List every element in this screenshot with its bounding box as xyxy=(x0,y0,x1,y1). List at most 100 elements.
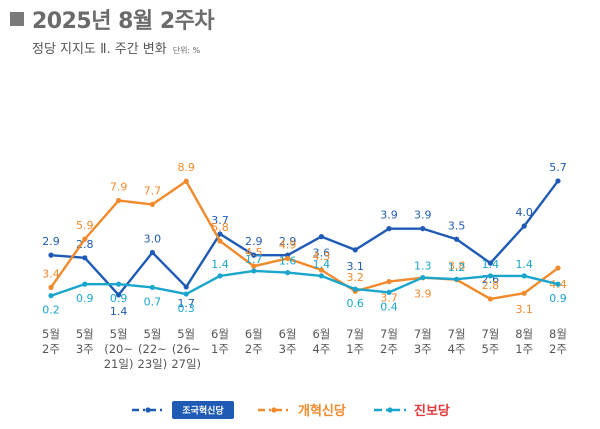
data-point xyxy=(318,234,324,240)
data-label: 3.4 xyxy=(42,267,60,280)
data-point xyxy=(487,260,493,266)
data-label: 2.8 xyxy=(76,238,94,251)
data-label: 3.5 xyxy=(448,219,466,232)
data-label: 1.3 xyxy=(414,260,432,273)
x-tick-label: 7월 5주 xyxy=(481,327,499,356)
data-point xyxy=(116,197,122,204)
data-label: 4.9 xyxy=(279,238,297,251)
data-point xyxy=(82,255,88,261)
data-point xyxy=(149,284,155,291)
data-point xyxy=(555,265,561,271)
series-line-2 xyxy=(50,180,559,301)
x-tick-label: 8월 2주 xyxy=(549,327,567,356)
data-label: 0.3 xyxy=(177,302,195,315)
data-label: 3.8 xyxy=(448,260,466,273)
data-label: 0.9 xyxy=(76,292,94,305)
data-label: 4.0 xyxy=(515,206,533,219)
data-label: 3.6 xyxy=(313,247,331,260)
data-point xyxy=(386,278,392,285)
data-point xyxy=(48,293,54,299)
x-tick-label: 8월 1주 xyxy=(515,327,533,356)
page-title: 2025년 8월 2주차 xyxy=(32,9,215,34)
data-point xyxy=(386,226,392,232)
data-point xyxy=(82,236,88,242)
legend-label: 조국혁신당 xyxy=(182,405,224,417)
data-point xyxy=(183,178,189,184)
page-header: 2025년 8월 2주차 xyxy=(10,4,215,34)
legend-badge xyxy=(172,401,234,419)
data-point xyxy=(251,252,257,258)
data-point xyxy=(521,290,527,296)
data-label: 7.7 xyxy=(144,184,162,197)
data-label: 0.7 xyxy=(144,295,162,308)
unit-text: 단위: % xyxy=(172,46,201,55)
data-point xyxy=(454,276,460,282)
data-point xyxy=(149,201,155,207)
data-point xyxy=(352,286,358,292)
data-point xyxy=(318,273,324,279)
data-label: 3.0 xyxy=(144,233,162,246)
data-label: 3.9 xyxy=(414,209,432,222)
data-point xyxy=(48,252,54,258)
data-label: 4.5 xyxy=(245,246,263,259)
x-tick-label: 7월 2주 xyxy=(380,327,398,356)
data-label: 3.2 xyxy=(346,271,364,284)
legend-marker xyxy=(387,407,393,413)
data-point xyxy=(251,268,257,274)
data-label: 2.8 xyxy=(482,279,500,292)
data-label: 1.4 xyxy=(313,258,331,271)
subtitle-text: 정당 지지도 Ⅱ. 주간 변화 xyxy=(32,42,167,57)
data-point xyxy=(352,247,358,253)
data-point xyxy=(555,281,561,287)
data-label: 3.9 xyxy=(380,209,398,222)
x-tick-label: 6월 4주 xyxy=(312,327,330,356)
data-point xyxy=(285,255,291,262)
data-label: 0.6 xyxy=(346,297,364,310)
data-label: 2.9 xyxy=(245,235,263,248)
data-point xyxy=(521,273,527,279)
data-label: 2.9 xyxy=(279,235,297,248)
chart-subtitle: 정당 지지도 Ⅱ. 주간 변화 단위: % xyxy=(32,38,200,57)
data-point xyxy=(149,249,155,256)
x-tick-label: 5월 2주 xyxy=(42,327,60,356)
x-tick-label: 5월 (20~ 21일) xyxy=(104,327,134,371)
x-tick-label: 6월 3주 xyxy=(279,327,297,356)
legend-marker xyxy=(271,407,277,413)
data-point xyxy=(183,291,189,297)
data-point xyxy=(285,270,291,276)
data-point xyxy=(420,226,426,232)
legend-marker xyxy=(145,407,151,413)
data-label: 4.3 xyxy=(313,250,331,263)
data-label: 1.4 xyxy=(211,258,229,271)
data-label: 2.9 xyxy=(42,235,60,248)
data-label: 7.9 xyxy=(110,181,128,194)
x-tick-label: 5월 (22~ 23일) xyxy=(138,327,168,371)
data-label: 3.1 xyxy=(346,260,364,273)
data-point xyxy=(420,274,426,281)
data-label: 1.4 xyxy=(110,305,128,318)
data-label: 3.7 xyxy=(380,292,398,305)
data-label: 1.6 xyxy=(279,255,297,268)
data-point xyxy=(217,238,223,244)
data-label: 5.7 xyxy=(549,161,567,174)
data-label: 0.4 xyxy=(380,300,398,313)
data-point xyxy=(183,284,189,290)
series-line-3 xyxy=(50,269,559,297)
data-label: 0.9 xyxy=(110,292,128,305)
x-tick-label: 6월 1주 xyxy=(211,327,229,356)
data-label: 1.2 xyxy=(448,261,466,274)
x-tick-label: 7월 1주 xyxy=(346,327,364,356)
title-square-icon xyxy=(10,12,24,26)
data-point xyxy=(251,263,257,269)
data-point xyxy=(487,273,493,279)
data-label: 1.4 xyxy=(515,258,533,271)
data-label: 3.1 xyxy=(515,303,533,316)
x-tick-label: 5월 3주 xyxy=(76,327,94,356)
data-point xyxy=(48,284,54,290)
data-point xyxy=(487,296,493,302)
data-label: 0.2 xyxy=(42,304,60,317)
data-label: 5.8 xyxy=(211,221,229,234)
data-label: 1.7 xyxy=(245,253,263,266)
x-tick-label: 7월 3주 xyxy=(414,327,432,356)
